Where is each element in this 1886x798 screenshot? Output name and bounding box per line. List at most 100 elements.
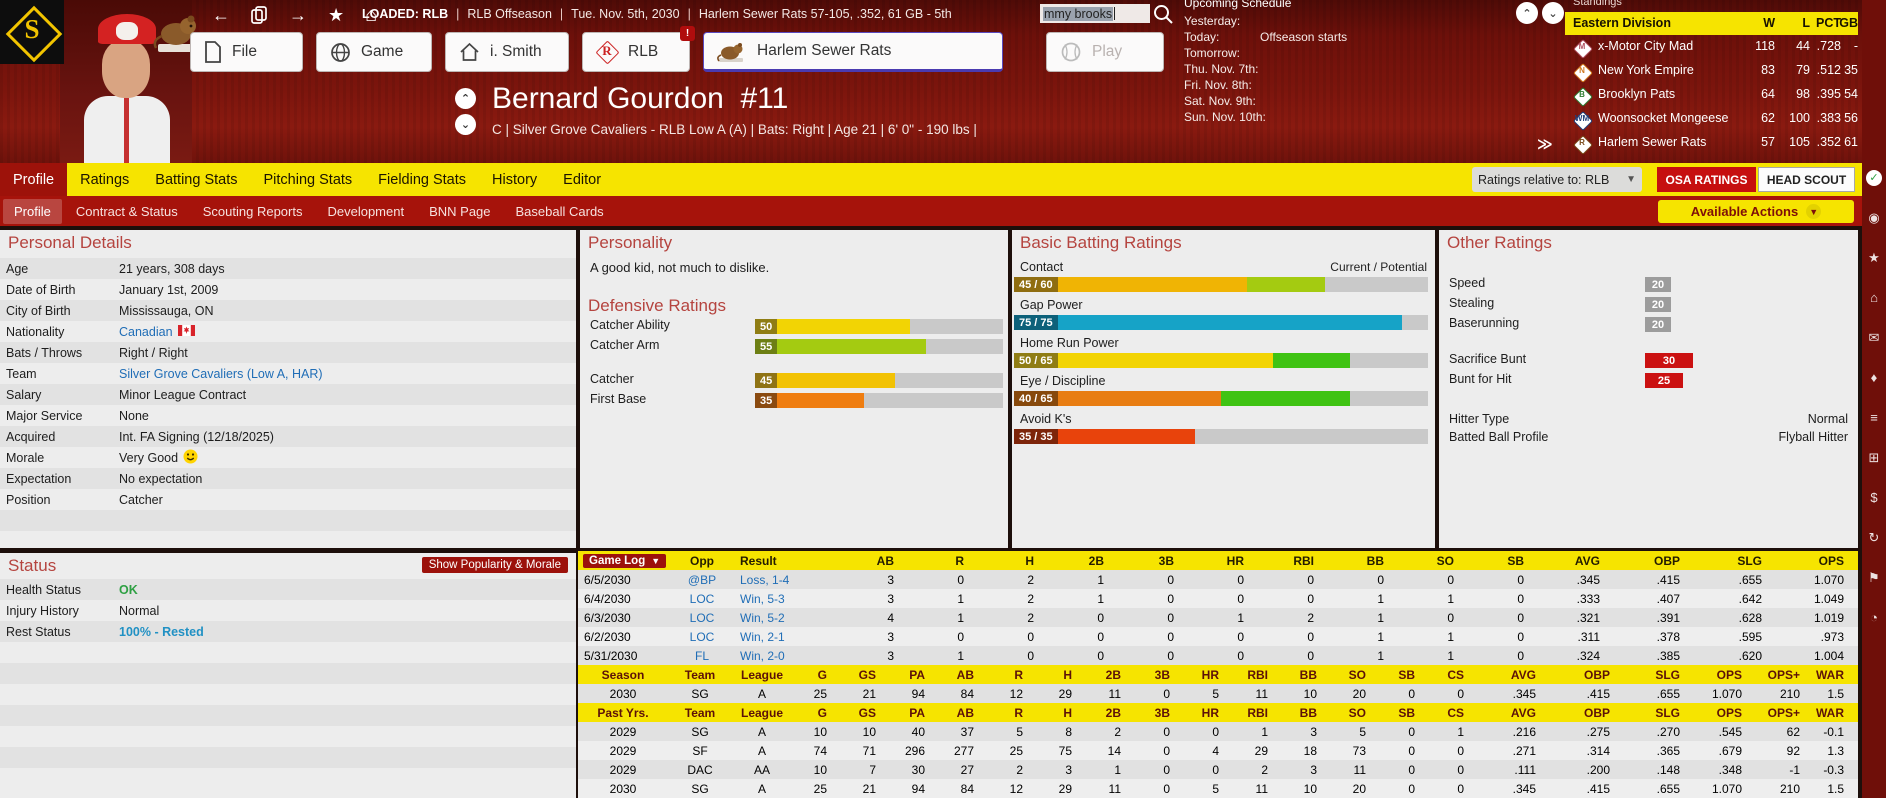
standings-team-row[interactable]: B Brooklyn Pats 64 98 .395 54 (1565, 83, 1858, 107)
head-scout-button[interactable]: HEAD SCOUT (1758, 167, 1855, 192)
stats-col-header: League (740, 705, 783, 720)
stats-value: 2 (1261, 762, 1268, 777)
star-icon[interactable]: ★ (328, 5, 345, 25)
game-result[interactable]: Loss, 1-4 (740, 572, 790, 587)
back-icon[interactable]: ← (212, 5, 230, 25)
game-result[interactable]: Win, 5-3 (740, 591, 785, 606)
standings-team-row[interactable]: N New York Empire 83 79 .512 35 (1565, 59, 1858, 83)
other-rating-value: Flyball Hitter (1778, 430, 1848, 444)
home-icon[interactable]: ⌂ (365, 4, 378, 26)
standings-team-row[interactable]: ≫ R Harlem Sewer Rats 57 105 .352 61 (1537, 131, 1858, 155)
ratings-relative-select[interactable]: Ratings relative to: RLB ▼ (1472, 167, 1642, 192)
player-name: Bernard Gourdon #11 (492, 82, 789, 115)
subtab-development[interactable]: Development (327, 203, 405, 219)
stats-value: 5 (1212, 686, 1219, 701)
refresh-icon[interactable]: ↻ (1868, 530, 1880, 545)
grid-icon[interactable]: ⊞ (1868, 450, 1880, 465)
diamond-icon[interactable]: ♦ (1870, 370, 1878, 385)
stats-col-header: OPS (1716, 667, 1742, 682)
show-popularity-button[interactable]: Show Popularity & Morale (421, 557, 568, 573)
game-log-col-header: Opp (690, 553, 714, 568)
file-menu-button[interactable]: File (190, 32, 303, 72)
collapse-player-icon[interactable]: ⌃ (455, 88, 476, 109)
rating-value-chip: 50 (755, 319, 778, 334)
forward-icon[interactable]: → (289, 5, 307, 25)
expand-player-icon[interactable]: ⌄ (455, 114, 476, 135)
star-icon[interactable]: ★ (1868, 250, 1880, 265)
globe-icon[interactable]: ◉ (1868, 210, 1880, 225)
game-menu-button[interactable]: Game (316, 32, 432, 72)
manager-menu-button[interactable]: i. Smith (445, 32, 569, 72)
detail-label: Position (6, 492, 51, 507)
rating-bar: 75 / 75 (1014, 315, 1428, 330)
play-button[interactable]: Play (1046, 32, 1164, 72)
game-result[interactable]: Win, 5-2 (740, 610, 785, 625)
clock-icon[interactable]: ◔ (1870, 610, 1878, 625)
finance-icon[interactable]: $ (1870, 490, 1878, 505)
available-actions-button[interactable]: Available Actions ▼ (1658, 200, 1854, 223)
stats-value: 84 (960, 781, 974, 796)
check-circle-icon[interactable]: ✓ (1866, 170, 1882, 186)
detail-row (0, 642, 576, 663)
game-result[interactable]: Win, 2-0 (740, 648, 785, 663)
tab-editor[interactable]: Editor (563, 171, 602, 188)
standings-up-icon[interactable]: ⌃ (1516, 2, 1538, 24)
game-log-selector-cell: Game Log ▼ (578, 553, 670, 568)
tab-batting-stats[interactable]: Batting Stats (155, 171, 238, 188)
osa-ratings-button[interactable]: OSA RATINGS (1657, 167, 1756, 192)
flag-icon[interactable]: ⚑ (1868, 570, 1880, 585)
standings-team-row[interactable]: WM Woonsocket Mongeese 62 100 .383 56 (1565, 107, 1858, 131)
stats-value: 30 (911, 762, 925, 777)
stats-value: 3 (1065, 762, 1072, 777)
game-logo[interactable]: S (0, 0, 64, 64)
stats-col-header: H (1063, 667, 1072, 682)
standings-value: 64 (1761, 87, 1775, 101)
game-opponent[interactable]: @BP (687, 572, 717, 587)
subtab-contract-status[interactable]: Contract & Status (75, 203, 178, 219)
stats-value: 1.3 (1827, 743, 1844, 758)
stats-value: 3 (1310, 762, 1317, 777)
schedule-title: Upcoming Schedule (1184, 0, 1292, 10)
detail-value-text[interactable]: Silver Grove Cavaliers (Low A, HAR) (119, 366, 323, 381)
search-icon[interactable] (1152, 3, 1174, 25)
game-stat: .407 (1656, 591, 1680, 606)
stats-col-header: OBP (1583, 667, 1610, 682)
rating-bar-segment (755, 339, 926, 354)
home-icon[interactable]: ⌂ (1870, 290, 1878, 305)
menu-icon[interactable]: ≡ (1870, 410, 1878, 425)
tab-fielding-stats[interactable]: Fielding Stats (378, 171, 467, 188)
subtab-baseball-cards[interactable]: Baseball Cards (515, 203, 604, 219)
game-opponent[interactable]: FL (694, 648, 709, 663)
detail-value: Catcher (119, 493, 163, 507)
rating-bar-segment (1014, 315, 1403, 330)
tab-profile[interactable]: Profile (0, 163, 68, 196)
standings-value: .383 (1816, 111, 1841, 125)
game-opponent[interactable]: LOC (689, 629, 715, 644)
detail-value-text[interactable]: Canadian (119, 324, 173, 339)
game-opponent[interactable]: LOC (689, 591, 715, 606)
game-log-select[interactable]: Game Log ▼ (583, 554, 667, 568)
right-icon-rail: ✓ ◉ ★ ⌂ ✉ ♦ ≡ ⊞ $ ↻ ⚑ ◔ (1862, 0, 1886, 798)
search-input[interactable]: mmy brooks (1040, 4, 1150, 23)
detail-row: Acquired Int. FA Signing (12/18/2025) (0, 426, 576, 447)
copy-icon[interactable] (251, 5, 268, 25)
stats-value: 2029 (609, 724, 637, 739)
subtab-scouting-reports[interactable]: Scouting Reports (202, 203, 303, 219)
standings-down-icon[interactable]: ⌄ (1542, 2, 1564, 24)
league-menu-button[interactable]: R RLB ! (582, 26, 695, 72)
tab-ratings[interactable]: Ratings (80, 171, 130, 188)
detail-value: January 1st, 2009 (119, 283, 218, 297)
subtab-profile[interactable]: Profile (3, 198, 62, 224)
detail-row: Health Status OK (0, 579, 576, 600)
game-opponent[interactable]: LOC (689, 610, 715, 625)
tab-history[interactable]: History (492, 171, 538, 188)
game-stat: .324 (1576, 648, 1600, 663)
rating-bar-segment (755, 373, 895, 388)
team-menu-button[interactable]: Harlem Sewer Rats (703, 32, 1003, 72)
tab-pitching-stats[interactable]: Pitching Stats (263, 171, 353, 188)
game-result[interactable]: Win, 2-1 (740, 629, 785, 644)
subtab-bnn-page[interactable]: BNN Page (429, 203, 491, 219)
game-stat: 3 (887, 629, 894, 644)
mail-icon[interactable]: ✉ (1868, 330, 1880, 345)
